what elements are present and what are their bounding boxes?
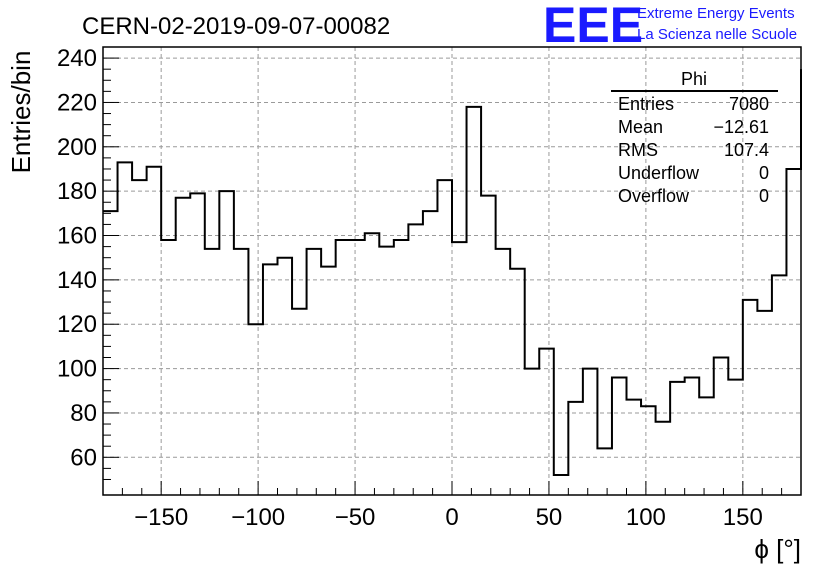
stats-label: RMS	[618, 140, 658, 160]
stats-value: 107.4	[724, 140, 769, 160]
x-tick-label: 50	[536, 504, 563, 531]
eee-logo-line1: Extreme Energy Events	[637, 5, 795, 22]
stats-label: Entries	[618, 94, 674, 114]
eee-logo-mark: EEE	[543, 0, 643, 53]
axis-ticks: −150 −100 −50 0 50 100 150 60 80 100 120 140 160 180 2…	[57, 45, 802, 531]
chart-title: CERN-02-2019-09-07-00082	[82, 13, 390, 40]
eee-logo: EEE Extreme Energy Events La Scienza nel…	[543, 0, 797, 53]
stats-value: 0	[759, 186, 769, 206]
stats-label: Underflow	[618, 163, 700, 183]
y-tick-label: 220	[57, 89, 97, 116]
x-tick-label: 150	[723, 504, 763, 531]
stats-label: Mean	[618, 117, 663, 137]
x-tick-label: 100	[626, 504, 666, 531]
y-tick-label: 100	[57, 356, 97, 383]
y-tick-label: 200	[57, 134, 97, 161]
stats-label: Overflow	[618, 186, 690, 206]
y-tick-label: 120	[57, 311, 97, 338]
stats-box-name: Phi	[681, 69, 707, 89]
y-tick-label: 60	[70, 444, 97, 471]
x-tick-label: −150	[134, 504, 188, 531]
stats-value: −12.61	[713, 117, 769, 137]
y-tick-label: 240	[57, 45, 97, 72]
stats-value: 7080	[729, 94, 769, 114]
x-tick-label: 0	[445, 504, 458, 531]
stats-box: Phi Entries 7080 Mean −12.61 RMS 107.4 Underfl…	[611, 69, 778, 206]
stats-value: 0	[759, 163, 769, 183]
eee-logo-line2: La Scienza nelle Scuole	[637, 26, 797, 43]
grid-lines	[103, 47, 801, 495]
x-tick-label: −100	[231, 504, 285, 531]
x-axis-label: ϕ [°]	[754, 534, 801, 564]
y-axis-label: Entries/bin	[6, 51, 36, 174]
x-tick-label: −50	[335, 504, 376, 531]
y-tick-label: 140	[57, 267, 97, 294]
stats-rows: Entries 7080 Mean −12.61 RMS 107.4 Underflow 0 O…	[618, 94, 769, 206]
histogram-line	[103, 69, 802, 477]
y-tick-label: 80	[70, 400, 97, 427]
y-tick-label: 180	[57, 178, 97, 205]
y-tick-label: 160	[57, 223, 97, 250]
